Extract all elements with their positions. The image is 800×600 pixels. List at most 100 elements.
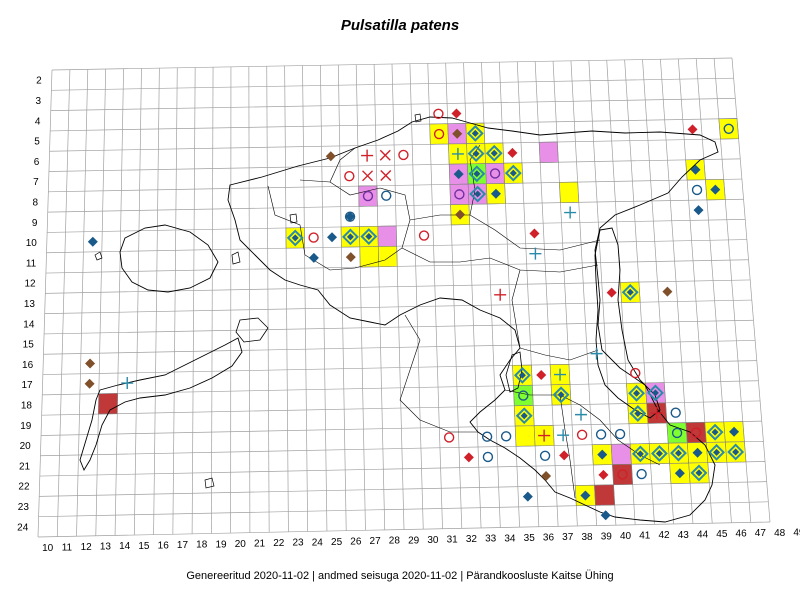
diamond-brown-icon bbox=[455, 209, 466, 220]
row-label: 14 bbox=[23, 319, 35, 330]
diamond-blue-icon bbox=[690, 164, 701, 175]
diamond-outline-blue-icon bbox=[468, 165, 486, 183]
plus-red-icon bbox=[494, 288, 507, 301]
diamond-outline-blue-icon bbox=[631, 445, 649, 463]
grid-line-horizontal bbox=[39, 481, 767, 497]
diamond-blue-icon bbox=[710, 184, 721, 195]
column-label: 25 bbox=[331, 537, 343, 548]
diamond-outline-blue-icon bbox=[513, 366, 531, 384]
diamond-brown-icon bbox=[84, 378, 95, 389]
column-label: 15 bbox=[138, 541, 150, 552]
plus-blue-icon bbox=[121, 377, 134, 390]
grid-cell-green bbox=[513, 384, 534, 407]
column-label: 44 bbox=[697, 529, 709, 540]
circle-blue-icon bbox=[539, 450, 551, 461]
row-label: 12 bbox=[24, 279, 36, 290]
grid-cell-yellow bbox=[514, 425, 536, 447]
diamond-red-icon bbox=[463, 452, 474, 463]
column-label: 36 bbox=[543, 533, 555, 544]
diamond-outline-blue-icon bbox=[469, 185, 487, 203]
column-label: 19 bbox=[215, 539, 227, 550]
diamond-brown-icon bbox=[662, 286, 673, 297]
row-label: 6 bbox=[34, 157, 40, 168]
column-label: 18 bbox=[196, 540, 208, 551]
grid-cell-pink bbox=[485, 162, 505, 185]
column-label: 29 bbox=[408, 535, 420, 546]
row-label: 13 bbox=[24, 299, 36, 310]
column-label: 24 bbox=[312, 537, 324, 548]
column-label: 23 bbox=[292, 538, 304, 549]
circle-red-icon bbox=[433, 128, 445, 140]
column-label: 48 bbox=[774, 528, 786, 539]
diamond-blue-icon bbox=[490, 188, 501, 199]
grid-line-horizontal bbox=[44, 319, 754, 335]
circle-red-icon bbox=[433, 108, 444, 119]
circle-blue-icon bbox=[636, 468, 647, 480]
grid-line-vertical bbox=[211, 67, 214, 534]
lake-vortsjarv-outline bbox=[505, 351, 523, 393]
grid-line-vertical bbox=[320, 65, 328, 532]
diamond-brown-icon bbox=[541, 471, 552, 482]
diamond-red-icon bbox=[598, 469, 609, 480]
row-label: 23 bbox=[18, 502, 30, 513]
column-label: 43 bbox=[678, 530, 690, 541]
circle-blue-icon bbox=[500, 431, 512, 442]
grid-line-horizontal bbox=[51, 77, 734, 91]
row-label: 9 bbox=[32, 218, 38, 229]
country-outline bbox=[79, 113, 719, 523]
diamond-blue-icon bbox=[693, 205, 704, 216]
map-title: Pulsatilla patens bbox=[340, 17, 460, 34]
column-label: 21 bbox=[254, 538, 266, 549]
diamond-outline-blue-icon bbox=[629, 405, 647, 422]
grid-line-horizontal bbox=[50, 97, 736, 111]
diamond-blue-icon bbox=[692, 447, 703, 458]
row-label: 17 bbox=[21, 380, 33, 391]
grid-line-vertical bbox=[248, 66, 251, 533]
grid-cell-yellow bbox=[377, 245, 398, 268]
grid-line-vertical bbox=[302, 65, 309, 532]
circle-blue-icon bbox=[671, 427, 683, 439]
column-label: 45 bbox=[716, 529, 728, 540]
row-label: 22 bbox=[18, 482, 30, 493]
diamond-blue-icon bbox=[345, 211, 356, 222]
grid-line-vertical bbox=[76, 69, 89, 537]
row-label: 5 bbox=[34, 137, 40, 148]
column-label: 46 bbox=[736, 529, 748, 540]
column-label: 39 bbox=[601, 531, 613, 542]
diamond-outline-blue-icon bbox=[467, 145, 485, 162]
grid-cell-fills bbox=[98, 118, 747, 507]
cross-red-icon bbox=[379, 149, 391, 161]
grid-line-horizontal bbox=[48, 178, 742, 193]
grid-line-vertical bbox=[95, 69, 107, 536]
county-borders bbox=[267, 144, 661, 499]
diamond-blue-icon bbox=[597, 449, 608, 460]
row-label: 8 bbox=[32, 197, 38, 208]
grid-line-horizontal bbox=[48, 158, 741, 172]
diamond-outline-blue-icon bbox=[360, 228, 378, 245]
diamond-outline-blue-icon bbox=[286, 229, 304, 247]
diamond-outline-blue-icon bbox=[515, 407, 533, 425]
diamond-blue-icon bbox=[522, 491, 533, 502]
footer-credit: Genereeritud 2020-11-02 | andmed seisuga… bbox=[186, 570, 614, 582]
column-label: 16 bbox=[158, 540, 170, 551]
column-label: 12 bbox=[81, 542, 93, 553]
column-label: 33 bbox=[485, 534, 497, 545]
column-label: 30 bbox=[427, 535, 439, 546]
column-label: 49 bbox=[793, 527, 800, 538]
grid-line-horizontal bbox=[51, 57, 733, 71]
row-label: 15 bbox=[23, 340, 35, 351]
diamond-brown-icon bbox=[345, 252, 356, 263]
column-label: 14 bbox=[119, 541, 131, 552]
grid-cell-pink bbox=[538, 141, 559, 163]
grid-cell-yellow bbox=[718, 118, 739, 140]
grid-line-vertical bbox=[114, 68, 124, 536]
circle-blue-icon bbox=[381, 190, 392, 201]
grid-line-vertical bbox=[499, 62, 520, 528]
cross-red-icon bbox=[380, 169, 392, 181]
diamond-outline-blue-icon bbox=[647, 384, 664, 402]
row-label: 21 bbox=[19, 461, 31, 472]
column-label: 11 bbox=[62, 542, 73, 553]
diamond-red-icon bbox=[451, 108, 462, 119]
cross-red-icon bbox=[362, 170, 374, 182]
